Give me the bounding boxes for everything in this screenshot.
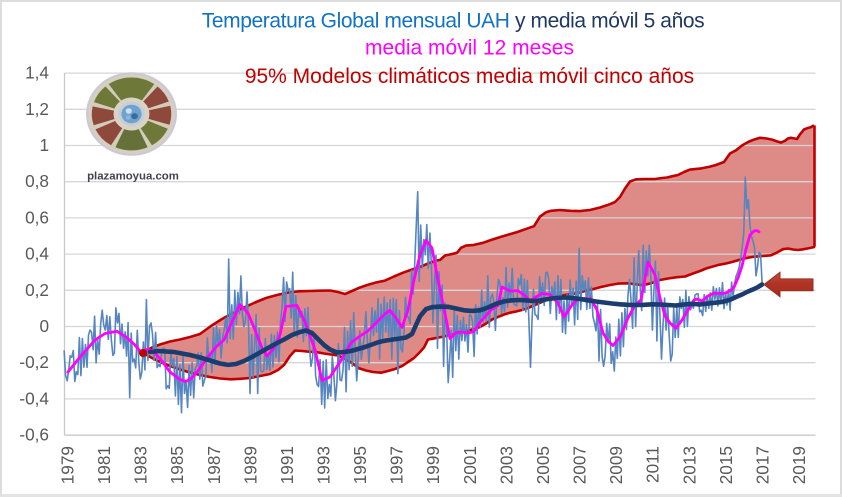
svg-text:1989: 1989 [240, 446, 260, 484]
svg-text:2009: 2009 [606, 446, 626, 484]
svg-text:2013: 2013 [679, 446, 699, 484]
svg-text:2005: 2005 [533, 446, 553, 484]
svg-text:2007: 2007 [570, 446, 590, 484]
svg-text:2011: 2011 [643, 446, 663, 483]
svg-text:-0,6: -0,6 [19, 425, 49, 445]
svg-text:95% Modelos climáticos media m: 95% Modelos climáticos media móvil cinco… [245, 65, 694, 88]
svg-text:1993: 1993 [314, 446, 334, 484]
svg-text:-0,4: -0,4 [19, 388, 49, 408]
svg-text:plazamoyua.com: plazamoyua.com [87, 171, 179, 183]
svg-text:1997: 1997 [387, 446, 407, 484]
svg-text:2003: 2003 [496, 446, 516, 484]
svg-text:1,2: 1,2 [25, 99, 49, 119]
svg-text:1987: 1987 [204, 446, 224, 484]
svg-text:1995: 1995 [350, 446, 370, 484]
svg-text:2015: 2015 [716, 446, 736, 484]
svg-text:Temperatura Global mensual UAH: Temperatura Global mensual UAH y media m… [202, 10, 705, 33]
svg-text:1981: 1981 [94, 446, 114, 484]
svg-text:2017: 2017 [752, 446, 772, 484]
svg-text:0: 0 [39, 316, 49, 336]
svg-text:1983: 1983 [131, 446, 151, 484]
svg-text:1985: 1985 [167, 446, 187, 484]
svg-text:media móvil 12 meses: media móvil 12 meses [365, 37, 574, 60]
svg-text:2001: 2001 [460, 446, 480, 484]
svg-text:1991: 1991 [277, 446, 297, 484]
svg-text:1,4: 1,4 [25, 63, 49, 83]
svg-text:0,6: 0,6 [25, 207, 49, 227]
svg-text:0,8: 0,8 [25, 171, 49, 191]
svg-text:1999: 1999 [423, 446, 443, 484]
svg-text:0,2: 0,2 [25, 280, 49, 300]
svg-text:-0,2: -0,2 [19, 352, 49, 372]
svg-text:2019: 2019 [789, 446, 809, 484]
svg-text:1: 1 [39, 135, 49, 155]
svg-text:0,4: 0,4 [25, 244, 49, 264]
svg-text:1979: 1979 [58, 446, 78, 484]
